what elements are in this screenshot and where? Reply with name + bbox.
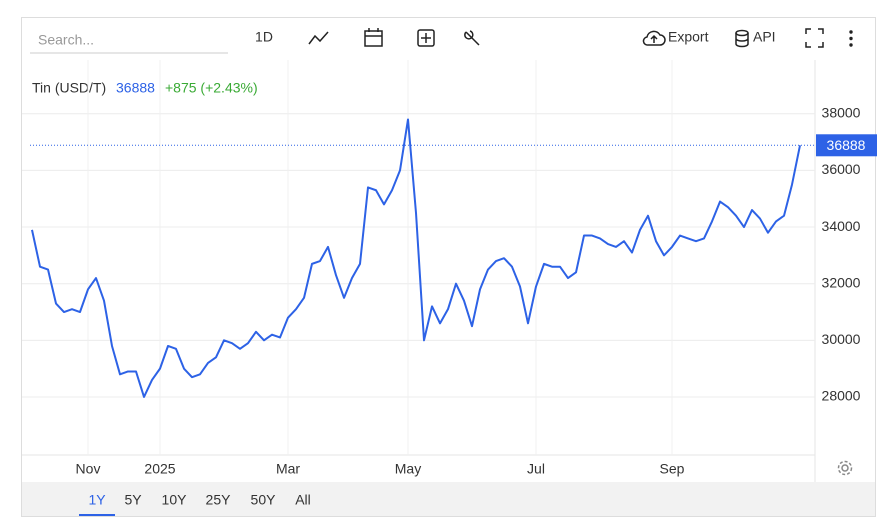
api-button[interactable]: API — [753, 29, 776, 45]
search-box[interactable]: Search... — [38, 32, 94, 48]
header-price: 36888 — [116, 80, 155, 96]
range-button[interactable]: 10Y — [162, 492, 188, 508]
export-button[interactable]: Export — [668, 29, 709, 45]
x-tick-label: May — [395, 461, 421, 477]
settings-icon[interactable] — [837, 460, 853, 476]
tools-icon[interactable] — [464, 30, 480, 46]
range-button[interactable]: 1Y — [88, 492, 106, 508]
chart-title: Tin (USD/T) — [32, 80, 106, 96]
calendar-icon[interactable] — [364, 28, 383, 47]
x-tick-label: Sep — [660, 461, 685, 477]
x-tick-label: Jul — [527, 461, 545, 477]
range-button[interactable]: All — [295, 492, 311, 508]
last-price-label: 36888 — [827, 137, 866, 153]
range-bar — [22, 482, 875, 516]
export-icon[interactable] — [642, 30, 666, 46]
api-icon[interactable] — [735, 29, 749, 48]
y-tick-label: 38000 — [822, 105, 861, 121]
menu-icon[interactable] — [849, 30, 853, 47]
fullscreen-icon[interactable] — [805, 28, 824, 48]
compare-icon[interactable] — [417, 29, 435, 47]
y-tick-label: 36000 — [822, 161, 861, 177]
price-line — [31, 118, 801, 398]
y-tick-label: 34000 — [822, 218, 861, 234]
y-tick-label: 32000 — [822, 274, 861, 290]
y-tick-label: 28000 — [822, 388, 861, 404]
interval-button[interactable]: 1D — [255, 29, 273, 45]
last-price-tag — [816, 134, 877, 157]
range-button[interactable]: 50Y — [251, 492, 277, 508]
x-tick-label: 2025 — [144, 461, 175, 477]
y-tick-label: 30000 — [822, 331, 861, 347]
header-change: +875 (+2.43%) — [165, 80, 258, 96]
chart-type-icon[interactable] — [308, 31, 329, 45]
x-tick-label: Mar — [276, 461, 300, 477]
frame — [21, 17, 876, 517]
range-button[interactable]: 25Y — [206, 492, 232, 508]
x-tick-label: Nov — [76, 461, 101, 477]
range-button[interactable]: 5Y — [124, 492, 142, 508]
